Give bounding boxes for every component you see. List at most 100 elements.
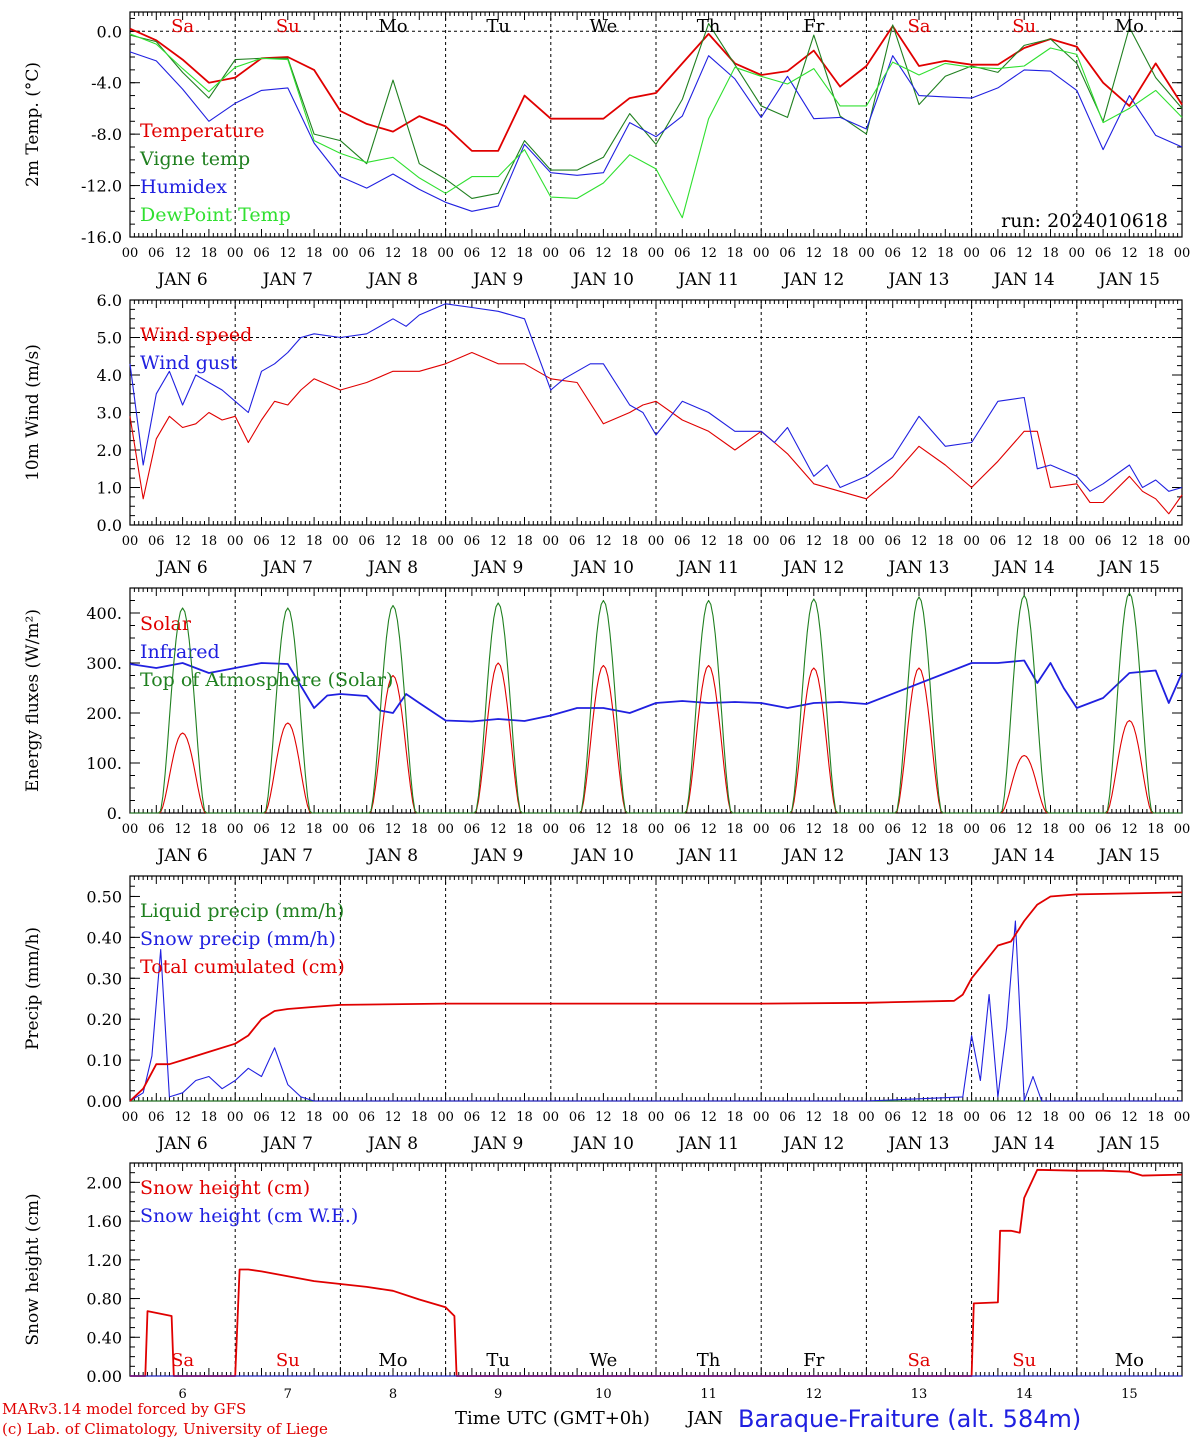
x-hour-label: 00 <box>753 822 770 837</box>
x-hour-label: 06 <box>569 822 586 837</box>
day-name-label: Tu <box>486 16 510 37</box>
x-hour-label: 12 <box>280 1110 297 1125</box>
x-hour-label: 06 <box>569 246 586 261</box>
legend-entry: Snow precip (mm/h) <box>140 928 336 950</box>
x-hour-label: 00 <box>543 534 560 549</box>
x-hour-label: 00 <box>753 246 770 261</box>
y-tick-label: 0.30 <box>86 969 122 988</box>
x-hour-label: 06 <box>358 822 375 837</box>
x-hour-label: 06 <box>674 822 691 837</box>
x-hour-label: 18 <box>306 534 323 549</box>
x-axis-month: JAN <box>685 1408 723 1429</box>
x-hour-label: 18 <box>1147 534 1164 549</box>
x-hour-label: 00 <box>753 1110 770 1125</box>
series-line-snow-height-cm- <box>130 1168 1183 1377</box>
x-hour-label: 06 <box>148 246 165 261</box>
x-date-label: JAN 13 <box>886 1134 949 1154</box>
x-date-label: JAN 6 <box>156 270 208 290</box>
day-name-label: Su <box>276 1350 300 1371</box>
series-line-vigne-temp <box>129 23 1183 199</box>
y-tick-label: 0.0 <box>97 22 122 41</box>
x-hour-label: 00 <box>963 1110 980 1125</box>
series-line-total-cumulated-cm- <box>129 891 1183 1102</box>
x-hour-label: 06 <box>779 534 796 549</box>
x-date-label: JAN 9 <box>471 846 523 866</box>
x-hour-label: 12 <box>280 534 297 549</box>
x-hour-label: 12 <box>911 534 928 549</box>
y-tick-label: -12.0 <box>81 177 122 196</box>
y-axis-label: Energy fluxes (W/m²) <box>23 609 43 792</box>
x-hour-label: 06 <box>1095 246 1112 261</box>
y-tick-label: 4.0 <box>97 366 122 385</box>
y-tick-label: -16.0 <box>81 228 122 247</box>
x-date-label: JAN 7 <box>261 270 313 290</box>
panel-2: 0.0 1.0 2.0 3.0 4.0 5.0 6.0 10m Wind (m/s) Wind … <box>23 291 1190 578</box>
x-hour-label: 12 <box>1016 246 1033 261</box>
x-hour-label: 12 <box>911 246 928 261</box>
day-name-label: Sa <box>907 1350 930 1371</box>
y-axis-label: Snow height (cm) <box>23 1193 43 1345</box>
x-hour-label: 00 <box>437 534 454 549</box>
day-name-label: We <box>590 1350 618 1371</box>
x-date-label: JAN 6 <box>156 846 208 866</box>
x-hour-label: 00 <box>543 246 560 261</box>
x-hour-label: 12 <box>385 246 402 261</box>
panels: 0.0 -4.0 -8.0 -12.0 -16.0 2m Temp. (°C) Temper… <box>23 11 1190 1402</box>
legend-entry: Wind speed <box>140 324 252 346</box>
x-date-label: JAN 12 <box>781 1134 844 1154</box>
x-day-number-label: 14 <box>1016 1387 1033 1402</box>
panel-4: 0.00 0.10 0.20 0.30 0.40 0.50 Precip (mm/h) Liq… <box>23 875 1190 1154</box>
y-tick-label: 0.00 <box>86 1092 122 1111</box>
legend-entry: Snow height (cm W.E.) <box>140 1205 358 1227</box>
legend-entry: Total cumulated (cm) <box>140 956 345 978</box>
series-line-dewpoint-temp <box>129 33 1183 219</box>
series-line-top-of-atmosphere-solar- <box>130 592 1182 814</box>
x-hour-label: 12 <box>174 246 191 261</box>
x-date-label: JAN 7 <box>261 558 313 578</box>
x-hour-label: 00 <box>858 534 875 549</box>
x-hour-label: 06 <box>990 822 1007 837</box>
x-hour-label: 06 <box>674 534 691 549</box>
x-day-number-label: 10 <box>595 1387 612 1402</box>
panel-1: 0.0 -4.0 -8.0 -12.0 -16.0 2m Temp. (°C) Temper… <box>23 11 1190 290</box>
x-hour-label: 18 <box>201 822 218 837</box>
x-hour-label: 12 <box>806 534 823 549</box>
day-name-label: Th <box>697 1350 721 1371</box>
day-name-label: Sa <box>171 16 194 37</box>
y-tick-label: 0.0 <box>97 516 122 535</box>
x-hour-label: 06 <box>358 1110 375 1125</box>
x-hour-label: 00 <box>963 822 980 837</box>
x-hour-label: 00 <box>437 1110 454 1125</box>
x-hour-label: 06 <box>569 534 586 549</box>
legend-entry: Top of Atmosphere (Solar) <box>140 669 393 691</box>
x-hour-label: 00 <box>1174 534 1191 549</box>
x-hour-label: 06 <box>148 822 165 837</box>
x-hour-label: 00 <box>858 822 875 837</box>
x-hour-label: 18 <box>306 822 323 837</box>
x-hour-label: 12 <box>1121 534 1138 549</box>
x-hour-label: 12 <box>490 1110 507 1125</box>
day-name-label: Tu <box>486 1350 510 1371</box>
x-hour-label: 18 <box>1147 1110 1164 1125</box>
plot-frame <box>129 587 1183 814</box>
x-hour-label: 06 <box>990 246 1007 261</box>
x-hour-label: 12 <box>595 246 612 261</box>
x-hour-label: 00 <box>122 1110 139 1125</box>
day-name-label: Fr <box>803 1350 824 1371</box>
x-hour-label: 18 <box>621 246 638 261</box>
legend-entry: Humidex <box>140 176 227 198</box>
x-date-label: JAN 14 <box>992 558 1055 578</box>
x-hour-label: 06 <box>884 534 901 549</box>
y-tick-label: 6.0 <box>97 291 122 310</box>
x-hour-label: 18 <box>937 822 954 837</box>
x-date-label: JAN 15 <box>1097 1134 1160 1154</box>
series-line-snow-precip-mm-h- <box>129 920 1182 1102</box>
x-hour-label: 18 <box>411 246 428 261</box>
x-hour-label: 12 <box>490 822 507 837</box>
day-name-label: Mo <box>1115 16 1144 37</box>
x-date-label: JAN 12 <box>781 270 844 290</box>
x-hour-label: 00 <box>122 246 139 261</box>
x-day-number-label: 7 <box>284 1387 292 1402</box>
x-date-label: JAN 15 <box>1097 846 1160 866</box>
x-hour-label: 18 <box>516 1110 533 1125</box>
